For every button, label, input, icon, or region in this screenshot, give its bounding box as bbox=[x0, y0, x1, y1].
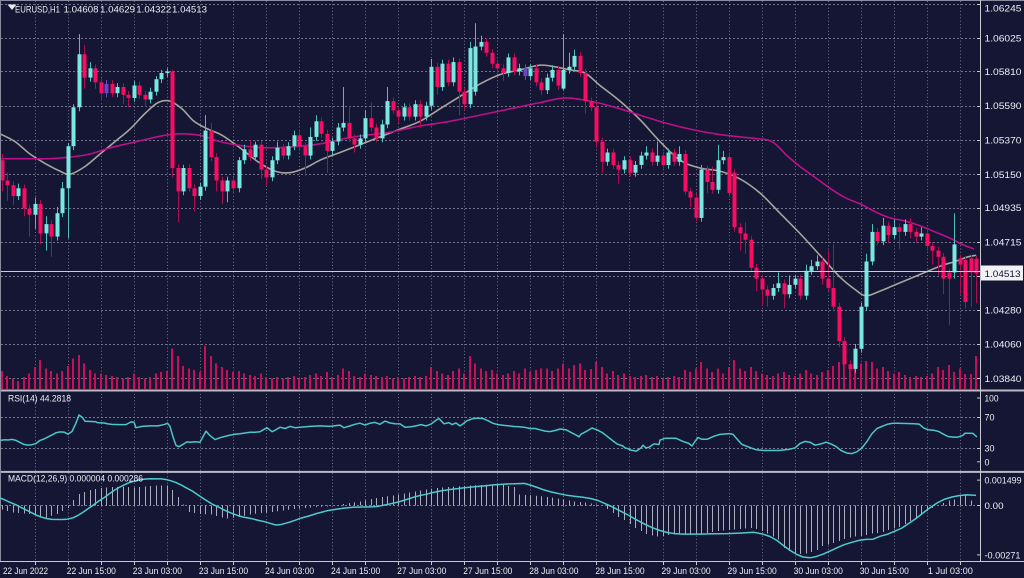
svg-text:0.001499: 0.001499 bbox=[985, 476, 1022, 487]
svg-text:1.04280: 1.04280 bbox=[985, 305, 1022, 316]
svg-text:RSI(14) 44.2818: RSI(14) 44.2818 bbox=[8, 394, 71, 405]
svg-text:100: 100 bbox=[985, 394, 999, 405]
svg-text:0: 0 bbox=[985, 457, 990, 468]
svg-text:1.05810: 1.05810 bbox=[985, 67, 1022, 78]
svg-text:1.06025: 1.06025 bbox=[985, 33, 1022, 44]
svg-text:70: 70 bbox=[985, 413, 995, 424]
svg-text:23 Jun 03:00: 23 Jun 03:00 bbox=[133, 566, 182, 577]
svg-text:28 Jun 03:00: 28 Jun 03:00 bbox=[529, 566, 578, 577]
svg-text:1.04513: 1.04513 bbox=[985, 269, 1021, 280]
svg-text:1.04608: 1.04608 bbox=[64, 5, 99, 16]
svg-text:22 Jun 2022: 22 Jun 2022 bbox=[3, 566, 48, 577]
svg-text:EURUSD,H1: EURUSD,H1 bbox=[15, 5, 60, 16]
svg-text:-0.00271: -0.00271 bbox=[985, 550, 1021, 561]
svg-text:22 Jun 15:00: 22 Jun 15:00 bbox=[67, 566, 116, 577]
svg-text:27 Jun 15:00: 27 Jun 15:00 bbox=[463, 566, 512, 577]
svg-text:1.05150: 1.05150 bbox=[985, 170, 1022, 181]
svg-text:1.04935: 1.04935 bbox=[985, 203, 1022, 214]
svg-text:1.05590: 1.05590 bbox=[985, 101, 1022, 112]
svg-text:1.04629: 1.04629 bbox=[100, 5, 135, 16]
svg-text:1.04060: 1.04060 bbox=[985, 340, 1022, 351]
svg-text:1.04715: 1.04715 bbox=[985, 238, 1022, 249]
svg-text:1.05370: 1.05370 bbox=[985, 135, 1022, 146]
svg-text:MACD(12,26,9) 0.000004 0.00028: MACD(12,26,9) 0.000004 0.000286 bbox=[8, 474, 143, 485]
svg-text:24 Jun 03:00: 24 Jun 03:00 bbox=[265, 566, 314, 577]
svg-text:29 Jun 03:00: 29 Jun 03:00 bbox=[661, 566, 710, 577]
svg-text:29 Jun 15:00: 29 Jun 15:00 bbox=[728, 566, 777, 577]
svg-text:30: 30 bbox=[985, 444, 995, 455]
svg-text:23 Jun 15:00: 23 Jun 15:00 bbox=[199, 566, 248, 577]
svg-text:1.03840: 1.03840 bbox=[985, 374, 1022, 385]
svg-text:28 Jun 15:00: 28 Jun 15:00 bbox=[595, 566, 644, 577]
svg-text:30 Jun 15:00: 30 Jun 15:00 bbox=[860, 566, 909, 577]
svg-text:30 Jun 03:00: 30 Jun 03:00 bbox=[794, 566, 843, 577]
svg-text:1.06245: 1.06245 bbox=[985, 4, 1022, 15]
svg-text:27 Jun 03:00: 27 Jun 03:00 bbox=[397, 566, 446, 577]
svg-text:1.04513: 1.04513 bbox=[172, 5, 207, 16]
svg-text:0.00: 0.00 bbox=[985, 501, 1004, 512]
svg-text:1 Jul 03:00: 1 Jul 03:00 bbox=[928, 566, 973, 577]
svg-text:24 Jun 15:00: 24 Jun 15:00 bbox=[331, 566, 380, 577]
svg-text:1.04322: 1.04322 bbox=[136, 5, 171, 16]
